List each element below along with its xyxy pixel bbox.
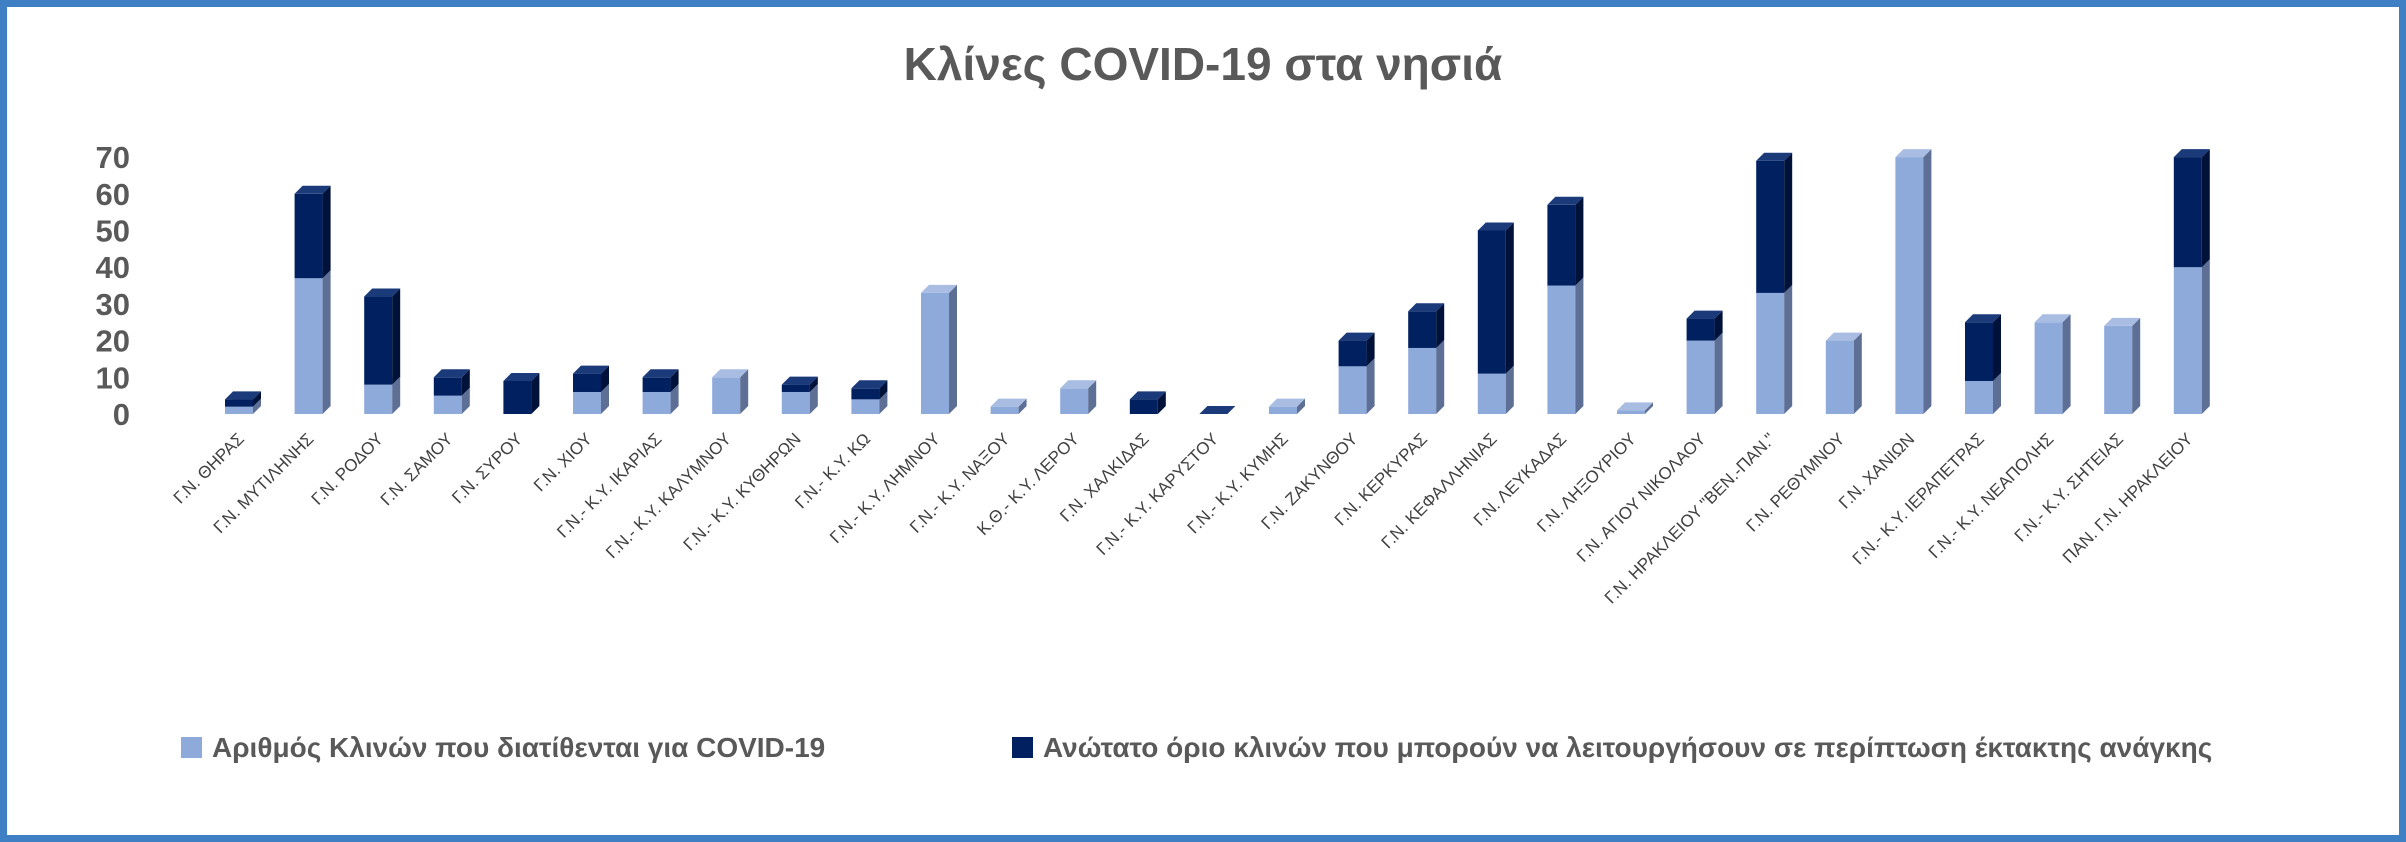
y-tick-label: 0 (113, 397, 130, 432)
y-tick-label: 10 (96, 360, 130, 395)
bar-emergency (642, 369, 679, 392)
bar-available (1408, 339, 1445, 414)
bar-available (712, 369, 749, 414)
bar-emergency (573, 365, 609, 392)
bar-emergency (781, 376, 818, 392)
x-tick-label: Γ.Ν.- Κ.Υ. ΚΥΘΗΡΩΝ (680, 429, 805, 554)
bar-available (2034, 314, 2071, 414)
legend-label-emergency: Ανώτατο όριο κλινών που μπορούν να λειτο… (1043, 732, 2212, 763)
bar-available (1756, 284, 1793, 414)
bar-emergency (294, 185, 331, 279)
legend-label-available: Αριθμός Κλινών που διατίθενται για COVID… (212, 732, 825, 763)
bar-available (921, 284, 957, 414)
bar-zero (1199, 406, 1236, 414)
bar-emergency (225, 391, 261, 407)
legend: Αριθμός Κλινών που διατίθενται για COVID… (181, 732, 2212, 763)
y-tick-label: 70 (96, 140, 130, 175)
bar-emergency (364, 288, 401, 385)
bar-available (1825, 332, 1862, 414)
x-tick-label: Γ.Ν. ΡΟΔΟΥ (308, 429, 387, 508)
bar-available (1617, 402, 1653, 414)
bars (225, 149, 2210, 414)
bar-emergency (1408, 303, 1445, 348)
x-tick-label: Γ.Ν. ΘΗΡΑΣ (170, 429, 248, 507)
x-tick-label: Γ.Ν.- Κ.Υ. ΚΑΛΥΜΝΟΥ (602, 429, 735, 562)
bar-available (2173, 259, 2210, 414)
legend-swatch-available (181, 737, 202, 758)
x-tick-label: Γ.Ν. ΣΑΜΟΥ (377, 429, 457, 509)
y-tick-label: 30 (96, 287, 130, 322)
bar-emergency (851, 380, 888, 400)
bar-available (1269, 398, 1305, 414)
y-tick-label: 50 (96, 214, 130, 249)
bar-emergency (433, 369, 470, 396)
bar-emergency (1547, 196, 1584, 286)
y-tick-label: 60 (96, 177, 130, 212)
bar-available (1547, 277, 1584, 414)
bar-available (990, 398, 1027, 414)
bar-available (1060, 380, 1097, 414)
bar-emergency (2173, 149, 2210, 268)
x-tick-label: Γ.Ν. ΚΕΦΑΛΛΗΝΙΑΣ (1378, 429, 1501, 552)
x-tick-label: Γ.Ν. ΣΥΡΟΥ (448, 429, 526, 507)
bar-emergency (1338, 332, 1375, 367)
bar-available (1895, 149, 1932, 414)
x-tick-label: Γ.Ν.- Κ.Υ. ΝΕΑΠΟΛΗΣ (1925, 429, 2058, 562)
bar-emergency (1477, 222, 1514, 374)
x-tick-label: Γ.Ν.- Κ.Υ. ΚΑΡΥΣΤΟΥ (1093, 429, 1223, 559)
bar-available (2104, 317, 2141, 414)
legend-swatch-emergency (1012, 737, 1033, 758)
y-tick-label: 20 (96, 324, 130, 359)
bar-emergency (1965, 314, 2001, 381)
x-tick-label: Γ.Ν. ΑΓΙΟΥ ΝΙΚΟΛΑΟΥ (1573, 429, 1709, 565)
x-tick-label: ΠΑΝ. Γ.Ν. ΗΡΑΚΛΕΙΟΥ (2059, 429, 2197, 567)
bar-emergency (1686, 310, 1723, 341)
bar-available (1686, 332, 1723, 414)
x-tick-label: Γ.Ν. ΧΙΟΥ (530, 429, 596, 495)
bar-emergency (1756, 152, 1793, 293)
bar-emergency (1129, 391, 1166, 414)
chart-title: Κλίνες COVID-19 στα νησιά (904, 38, 1503, 90)
x-tick-label: Γ.Ν.- Κ.Υ. ΙΕΡΑΠΕΤΡΑΣ (1849, 429, 1988, 568)
bar-available (1338, 358, 1375, 414)
bar-available (294, 270, 331, 414)
bar-emergency (503, 372, 540, 414)
y-tick-label: 40 (96, 250, 130, 285)
